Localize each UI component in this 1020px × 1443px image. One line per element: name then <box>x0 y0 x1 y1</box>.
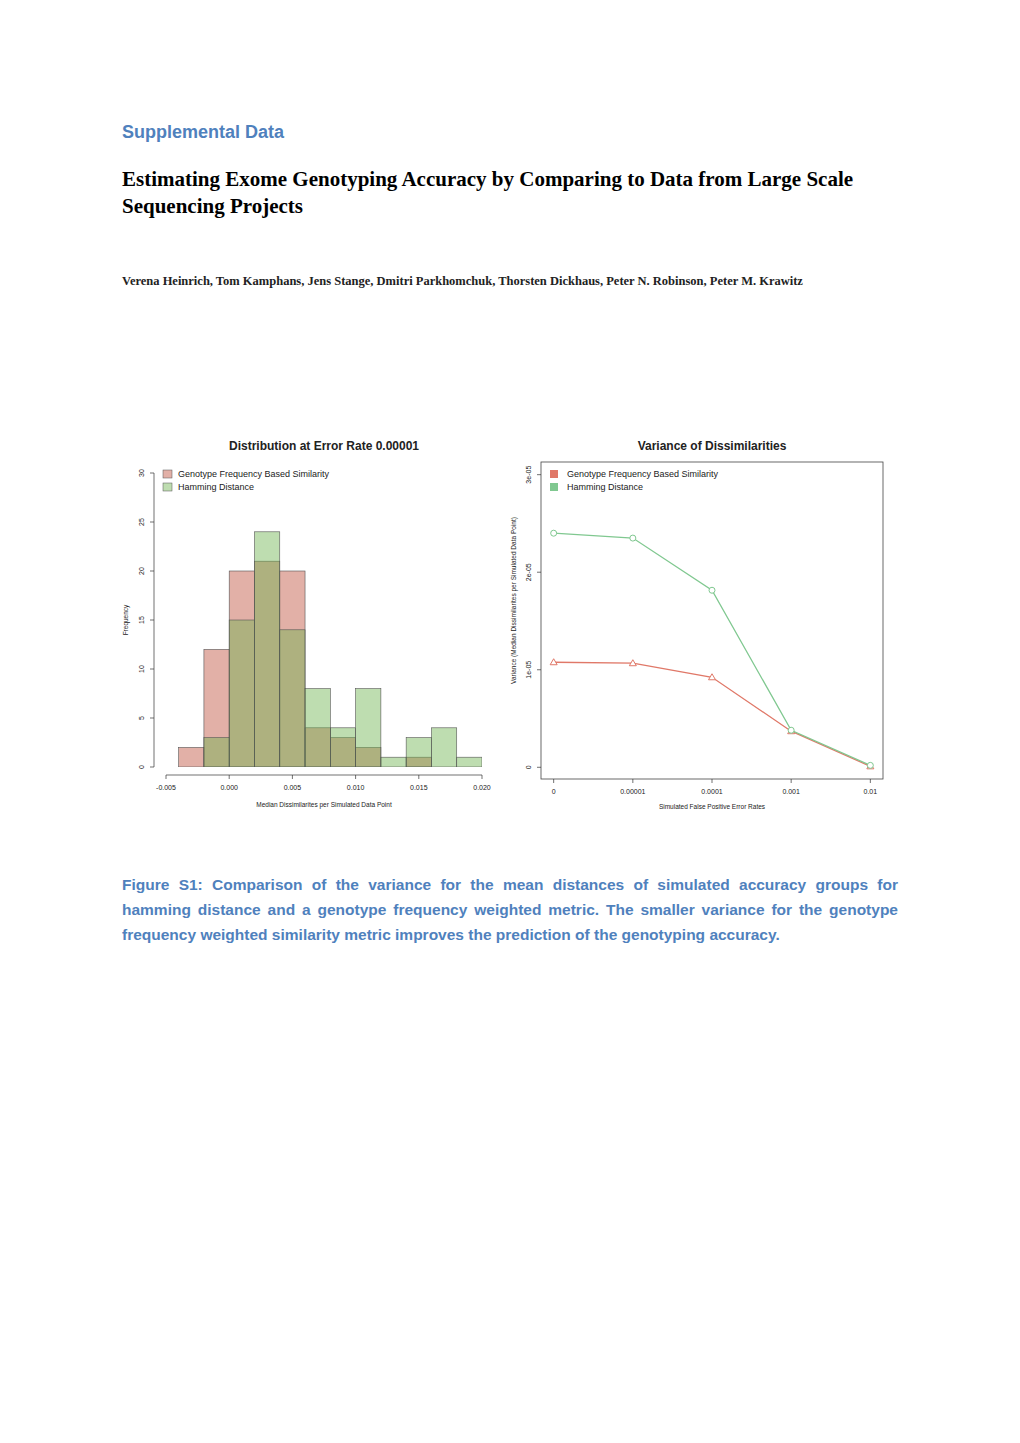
chart-title: Distribution at Error Rate 0.00001 <box>229 439 419 453</box>
histogram-bar <box>280 630 305 767</box>
y-tick-label: 30 <box>138 469 145 477</box>
y-tick <box>537 572 541 573</box>
y-tick-label: 5 <box>138 716 145 720</box>
legend-label: Genotype Frequency Based Similarity <box>178 469 330 479</box>
x-tick <box>632 779 633 783</box>
histogram-bar <box>204 738 229 767</box>
histogram-bar <box>229 620 254 767</box>
marker <box>788 728 795 734</box>
x-tick <box>418 775 419 779</box>
histogram-bar <box>179 747 204 767</box>
y-tick-label: 2e-05 <box>525 563 532 581</box>
y-tick-label: 25 <box>138 518 145 526</box>
paper-title: Estimating Exome Genotyping Accuracy by … <box>122 166 882 220</box>
histogram-bar <box>457 757 482 767</box>
y-tick-label: 10 <box>138 665 145 673</box>
legend-label: Hamming Distance <box>178 482 254 492</box>
y-tick <box>150 718 154 719</box>
y-tick-label: 20 <box>138 567 145 575</box>
marker <box>867 762 873 768</box>
marker <box>867 763 874 769</box>
marker <box>629 660 636 666</box>
histogram-bar <box>204 649 229 767</box>
marker <box>788 727 794 733</box>
marker <box>709 674 716 680</box>
histogram-bar <box>280 571 305 767</box>
x-tick-label: 0.010 <box>347 784 365 791</box>
marker <box>630 535 636 541</box>
histogram-bar <box>406 738 431 767</box>
x-tick <box>166 775 167 779</box>
x-tick-label: 0.015 <box>410 784 428 791</box>
y-axis-label: Variance (Median Dissimilarites per Simu… <box>510 517 518 684</box>
histogram-bar <box>305 689 330 767</box>
y-tick-label: 3e-05 <box>525 466 532 484</box>
y-tick-label: 15 <box>138 616 145 624</box>
x-tick <box>292 775 293 779</box>
legend-swatch <box>163 483 172 491</box>
histogram-bar <box>179 767 204 768</box>
x-tick-label: 0 <box>552 788 556 795</box>
x-tick <box>355 775 356 779</box>
legend-label: Genotype Frequency Based Similarity <box>567 469 719 479</box>
x-tick-label: 0.0001 <box>701 788 723 795</box>
series <box>550 530 874 769</box>
histogram-bar <box>254 532 279 767</box>
y-tick <box>150 620 154 621</box>
series-line <box>554 533 871 765</box>
authors: Verena Heinrich, Tom Kamphans, Jens Stan… <box>122 273 902 290</box>
y-tick <box>537 767 541 768</box>
bars <box>179 532 482 767</box>
legend-swatch <box>163 470 172 478</box>
x-tick-label: 0.01 <box>864 788 878 795</box>
histogram-bar <box>381 757 406 767</box>
marker <box>709 587 715 593</box>
y-tick <box>150 669 154 670</box>
x-tick-label: 0.00001 <box>620 788 645 795</box>
y-tick <box>537 474 541 475</box>
plot-frame <box>541 462 883 779</box>
histogram-bar <box>229 571 254 767</box>
legend-swatch <box>550 470 558 478</box>
y-tick <box>150 571 154 572</box>
figure-caption: Figure S1: Comparison of the variance fo… <box>122 872 898 947</box>
y-tick-label: 0 <box>525 765 532 769</box>
y-tick <box>150 473 154 474</box>
y-tick <box>537 669 541 670</box>
y-tick-label: 0 <box>138 765 145 769</box>
series-line <box>554 662 871 766</box>
x-tick-label: 0.020 <box>473 784 491 791</box>
x-tick <box>791 779 792 783</box>
histogram-bar <box>330 728 355 767</box>
marker <box>550 659 557 665</box>
x-tick <box>712 779 713 783</box>
x-axis-label: Median Dissimilarites per Simulated Data… <box>256 801 392 809</box>
x-tick <box>229 775 230 779</box>
x-tick-label: -0.005 <box>156 784 176 791</box>
section-label: Supplemental Data <box>122 122 284 143</box>
x-tick <box>482 775 483 779</box>
y-tick <box>150 522 154 523</box>
legend-label: Hamming Distance <box>567 482 643 492</box>
y-tick <box>150 767 154 768</box>
y-axis-label: Frequency <box>122 604 130 635</box>
histogram-bar <box>356 689 381 767</box>
y-tick-label: 1e-05 <box>525 661 532 679</box>
x-tick-label: 0.005 <box>284 784 302 791</box>
x-tick <box>553 779 554 783</box>
chart-title: Variance of Dissimilarities <box>638 439 787 453</box>
x-tick-label: 0.000 <box>220 784 238 791</box>
histogram-bar <box>431 728 456 767</box>
x-axis-label: Simulated False Positive Error Rates <box>659 803 766 810</box>
x-tick-label: 0.001 <box>782 788 800 795</box>
marker <box>551 530 557 536</box>
x-axis <box>166 775 482 776</box>
figure: Distribution at Error Rate 0.00001 -0.005… <box>0 0 1020 820</box>
legend-swatch <box>550 483 558 491</box>
x-tick <box>870 779 871 783</box>
